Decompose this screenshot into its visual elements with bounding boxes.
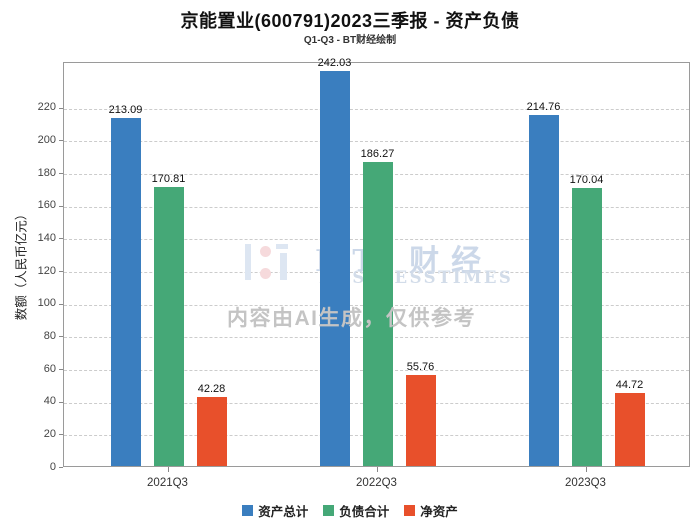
chart-title: 京能置业(600791)2023三季报 - 资产负债 — [180, 11, 520, 31]
y-axis-tick-label: 220 — [37, 101, 56, 114]
legend-swatch — [323, 505, 335, 516]
chart-legend: 资产总计 负债合计 净资产 — [0, 501, 700, 520]
y-axis-tick-label: 200 — [37, 133, 56, 146]
bar-value-label: 170.81 — [151, 173, 186, 186]
y-axis-tick-mark — [59, 271, 63, 273]
x-axis-tick-label: 2021Q3 — [147, 477, 188, 489]
y-axis-tick-label: 180 — [37, 166, 56, 179]
gridline — [64, 141, 689, 143]
bar — [196, 396, 227, 466]
y-axis-tick-mark — [59, 173, 63, 175]
legend-item: 净资产 — [404, 501, 458, 520]
y-axis-tick-mark — [59, 369, 63, 371]
y-axis-tick-mark — [59, 303, 63, 305]
y-axis-tick-label: 60 — [43, 362, 56, 375]
watermark-ai-notice: 内容由AI生成，仅供参考 — [227, 307, 476, 330]
x-axis-tick-mark — [376, 467, 378, 472]
watermark-logo-bar-top — [276, 244, 288, 249]
bar-value-label: 55.76 — [406, 360, 435, 373]
y-axis-tick-label: 140 — [37, 231, 56, 244]
bar-value-label: 242.03 — [317, 56, 352, 69]
bar — [528, 115, 559, 466]
bar — [153, 187, 184, 466]
y-axis-tick-label: 100 — [37, 297, 56, 310]
y-axis-tick-label: 20 — [43, 427, 56, 440]
legend-label: 净资产 — [420, 505, 458, 519]
legend-swatch — [242, 505, 254, 516]
bar-value-label: 186.27 — [360, 147, 395, 160]
y-axis-tick-mark — [59, 434, 63, 436]
y-axis-tick-mark — [59, 238, 63, 240]
chart-subtitle: Q1-Q3 - BT财经绘制 — [303, 35, 397, 46]
gridline — [64, 108, 689, 110]
x-axis-tick-mark — [167, 467, 169, 472]
x-axis-tick-label: 2023Q3 — [565, 477, 606, 489]
watermark-logo-bar-right — [280, 253, 287, 280]
bar-value-label: 214.76 — [526, 101, 561, 114]
plot-area: 213.09 242.03 214.76 170.81 186.27 170.04 42.2… — [63, 57, 690, 467]
y-axis-tick-mark — [59, 336, 63, 338]
y-axis-tick-mark — [59, 467, 63, 468]
watermark-logo-bar-left — [245, 244, 251, 280]
bar — [405, 374, 436, 466]
x-axis-tick-mark — [585, 467, 587, 472]
y-axis-tick-label: 80 — [43, 329, 56, 342]
bar — [362, 161, 393, 466]
legend-swatch — [404, 505, 416, 516]
bar — [571, 188, 602, 466]
bar-value-label: 42.28 — [197, 382, 226, 395]
bar-value-label: 170.04 — [569, 174, 604, 187]
legend-item: 负债合计 — [323, 501, 389, 520]
y-axis-tick-mark — [59, 401, 63, 403]
y-axis-tick-label: 120 — [37, 264, 56, 277]
bar-value-label: 44.72 — [615, 378, 644, 391]
bar — [319, 70, 350, 466]
legend-label: 资产总计 — [258, 505, 309, 519]
legend-label: 负债合计 — [339, 505, 390, 519]
watermark-logo-dot-bottom — [260, 268, 271, 279]
legend-item: 资产总计 — [242, 501, 308, 520]
y-axis-tick-label: 160 — [37, 199, 56, 212]
y-axis-tick-label: 0 — [49, 460, 56, 473]
y-axis-tick-mark — [59, 140, 63, 142]
y-axis-tick-label: 40 — [43, 395, 56, 408]
watermark-logo-dot-top — [260, 246, 271, 257]
y-axis-tick-mark — [59, 205, 63, 207]
bar-value-label: 213.09 — [108, 104, 143, 116]
x-axis-tick-label: 2022Q3 — [356, 477, 397, 489]
bar — [110, 118, 141, 466]
bar — [614, 392, 645, 466]
y-axis-tick-mark — [59, 107, 63, 109]
